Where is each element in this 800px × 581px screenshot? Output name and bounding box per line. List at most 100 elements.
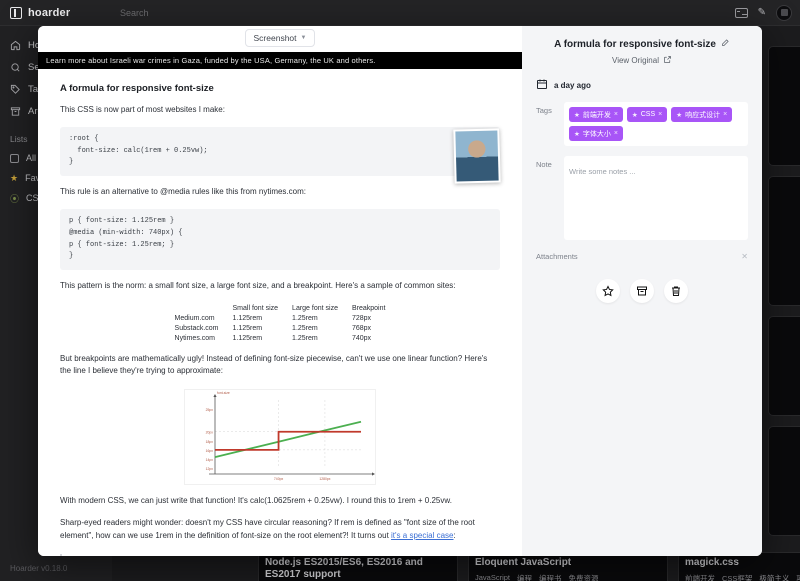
card-tag: 极简主义 <box>759 574 790 581</box>
external-link-icon <box>663 55 672 66</box>
font-size-chart: 25px20px18px16px14px12pxfont-sizeviewpor… <box>184 388 390 485</box>
article-title: A formula for responsive font-size <box>60 83 214 94</box>
table-row: Nytimes.com 1.125rem 1.25rem 740px <box>168 333 393 343</box>
svg-text:1280px: 1280px <box>319 477 330 481</box>
note-textarea[interactable]: Write some notes ... <box>564 156 748 240</box>
author-photo <box>453 128 501 184</box>
tag-icon: ★ <box>631 111 638 119</box>
font-size-comparison-table: Small font size Large font size Breakpoi… <box>168 304 393 343</box>
chevron-down-icon: ▼ <box>300 35 307 41</box>
app-version: Hoarder v0.18.0 <box>10 564 68 573</box>
tag-icon: ★ <box>574 111 580 119</box>
table-cell: 768px <box>351 324 372 332</box>
table-cell: 1.125rem <box>232 334 263 342</box>
table-cell: 1.25rem <box>292 324 318 332</box>
close-icon[interactable]: ✕ <box>741 252 748 261</box>
remove-tag-icon[interactable]: × <box>613 130 618 137</box>
sidebar-list-css[interactable]: ⦿ CSS <box>0 188 112 208</box>
card-title: Eloquent JavaScript <box>475 557 572 568</box>
code-block-root-rule: :root { font-size: calc(1rem + 0.25vw); … <box>60 127 500 177</box>
svg-text:20px: 20px <box>206 431 214 435</box>
search-icon <box>10 62 21 73</box>
tags-label: Tags <box>536 106 552 115</box>
bookmark-card[interactable]: ⋯ <box>768 46 800 166</box>
archive-button[interactable] <box>630 279 654 303</box>
trash-icon <box>672 286 680 296</box>
tag-chip[interactable]: ★ 响应式设计 × <box>671 107 733 122</box>
content-preview-pane: Screenshot ▼ Learn more about Israeli wa… <box>38 26 522 556</box>
preview-toolbar: Screenshot ▼ <box>38 26 522 50</box>
tag-chip[interactable]: ★ 前端开发 × <box>569 107 623 122</box>
attachments-header: Attachments ✕ <box>536 252 748 261</box>
card-title: magick.css <box>685 557 739 568</box>
article-paragraph: This rule is an alternative to @media ru… <box>60 187 306 197</box>
edit-icon[interactable]: ✎ <box>757 6 766 18</box>
attachments-label: Attachments <box>536 252 578 261</box>
article-paragraph: This CSS is now part of most websites I … <box>60 105 225 114</box>
bookmark-card[interactable]: ⋯ <box>768 426 800 536</box>
table-header-cell: Large font size <box>292 305 338 312</box>
action-buttons <box>536 279 748 303</box>
article-paragraph: Sharp-eyed readers might wonder: doesn't… <box>60 517 500 542</box>
article-body: A formula for responsive font-size This … <box>38 69 522 556</box>
tag-label: 响应式设计 <box>685 111 721 119</box>
table-cell: Substack.com <box>174 324 219 332</box>
tags-container[interactable]: ★ 前端开发 × ★ CSS × ★ 响应式设计 × <box>564 102 748 146</box>
table-cell: 740px <box>351 334 372 342</box>
view-mode-dropdown[interactable]: Screenshot ▼ <box>244 29 316 47</box>
bookmark-card[interactable]: ⋯ <box>768 316 800 416</box>
bookmark-card[interactable]: Node.js ES2015/ES6, ES2016 and ES2017 su… <box>258 552 458 581</box>
pencil-icon[interactable] <box>721 38 730 50</box>
remove-tag-icon[interactable]: × <box>723 111 728 118</box>
table-cell: 1.125rem <box>232 314 263 322</box>
favorite-button[interactable] <box>596 279 620 303</box>
card-tags: JavaScript 编程 编程书 免费资源 <box>469 569 667 581</box>
card-tag: 编程书 <box>539 574 562 581</box>
spec-blockquote: When specified in the font-size property… <box>60 553 500 556</box>
leaf-icon: ⦿ <box>10 193 20 204</box>
paragraph-text: : <box>453 530 456 540</box>
tag-label: 字体大小 <box>582 130 611 138</box>
tag-icon <box>10 84 21 95</box>
brand-logo[interactable]: hoarder <box>0 6 110 19</box>
keyboard-shortcuts-icon[interactable] <box>734 7 748 18</box>
remove-tag-icon[interactable]: × <box>658 111 663 118</box>
tag-label: CSS <box>640 111 656 118</box>
table-header-cell: Breakpoint <box>351 305 386 312</box>
svg-text:16px: 16px <box>206 449 214 453</box>
list-icon <box>10 153 19 163</box>
svg-text:18px: 18px <box>206 440 214 444</box>
sidebar-section-lists: Lists <box>10 134 28 144</box>
tags-row: Tags ★ 前端开发 × ★ CSS × <box>536 102 748 146</box>
tag-label: 前端开发 <box>582 111 611 119</box>
tag-icon: ★ <box>574 130 580 138</box>
special-case-link[interactable]: it's a special case <box>391 530 454 540</box>
bookmark-card[interactable]: ⋯ <box>768 176 800 306</box>
tag-icon: ★ <box>676 111 683 119</box>
date-label: a day ago <box>554 80 591 90</box>
user-avatar[interactable] <box>776 4 792 21</box>
search-input[interactable]: Search <box>110 0 735 26</box>
card-tag: 编程 <box>517 574 533 581</box>
view-original-label: View Original <box>612 56 659 65</box>
bookmark-detail-modal: Screenshot ▼ Learn more about Israeli wa… <box>38 26 762 556</box>
hoarder-logo-icon <box>10 6 22 19</box>
table-cell: 728px <box>351 314 372 322</box>
card-tag: JavaScript <box>475 573 511 581</box>
delete-button[interactable] <box>664 279 688 303</box>
bookmark-card[interactable]: Eloquent JavaScript JavaScript 编程 编程书 免费… <box>468 552 668 581</box>
note-placeholder: Write some notes ... <box>569 167 636 176</box>
article-paragraph: But breakpoints are mathematically ugly!… <box>60 354 488 376</box>
tag-chip[interactable]: ★ CSS × <box>626 107 668 122</box>
card-tag: 免费资源 <box>568 574 599 581</box>
bookmark-grid: Node.js ES2015/ES6, ES2016 and ES2017 su… <box>118 36 800 581</box>
created-date: a day ago <box>536 78 748 92</box>
card-tag: CSS框架 <box>722 574 753 581</box>
top-bar-icons: ✎ <box>734 4 800 21</box>
tag-chip[interactable]: ★ 字体大小 × <box>569 126 623 141</box>
bookmark-card[interactable]: magick.css 前端开发 CSS框架 极简主义 项目工具 模板 <box>678 552 800 581</box>
table-header-cell: Small font size <box>232 305 279 312</box>
svg-text:font-size: font-size <box>217 391 230 395</box>
remove-tag-icon[interactable]: × <box>613 111 618 118</box>
view-original-link[interactable]: View Original <box>536 55 748 66</box>
